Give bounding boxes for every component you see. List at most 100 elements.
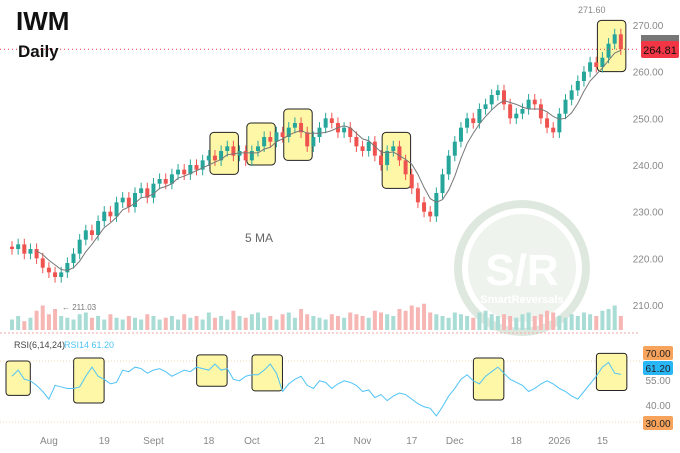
rsi-70-tag [643, 346, 673, 360]
volume-bar [28, 317, 33, 330]
candle-body [292, 123, 297, 128]
volume-bar [237, 316, 242, 330]
volume-bar [428, 312, 433, 330]
volume-bar [299, 309, 304, 330]
candle-body [133, 193, 137, 208]
volume-bar [280, 314, 285, 330]
x-tick-label: 15 [597, 436, 609, 447]
volume-bar [34, 310, 39, 330]
volume-bar [508, 316, 513, 330]
candle-body [126, 197, 131, 208]
ma5-line [36, 49, 622, 272]
candle-body [495, 90, 500, 96]
volume-bar [274, 319, 279, 330]
price-tick-label: 210.00 [633, 301, 664, 312]
x-tick-label: 17 [406, 436, 418, 447]
candle-body [71, 253, 76, 264]
volume-bar [102, 319, 107, 330]
volume-bar [292, 317, 297, 330]
candle-body [89, 230, 94, 236]
candle-body [452, 141, 457, 156]
candle-body [280, 132, 285, 138]
volume-bar [409, 305, 414, 330]
candle-body [59, 272, 64, 278]
volume-bar [231, 310, 236, 330]
rsi-title: RSI(6,14,24) [14, 340, 65, 350]
candle-body [157, 179, 162, 184]
candle-body [299, 123, 304, 133]
volume-bar [194, 316, 199, 330]
candle-body [120, 197, 125, 203]
interval-label: Daily [18, 42, 59, 61]
candle-body [360, 146, 365, 152]
candle-body [600, 57, 605, 68]
candle-body [532, 99, 537, 105]
candle-body [545, 118, 550, 128]
price-tag-top [641, 35, 679, 45]
last-price-tag [641, 41, 679, 58]
candle-body [502, 90, 506, 105]
volume-bar [532, 316, 537, 330]
candle-body [114, 202, 119, 217]
volume-bar [483, 310, 488, 330]
candle-body [563, 99, 568, 114]
volume-bar [219, 316, 224, 330]
candle-body [256, 146, 260, 152]
volume-bar [538, 314, 543, 330]
candle-body [471, 118, 476, 124]
candle-body [243, 151, 248, 161]
candle-body [569, 90, 574, 100]
candle-body [483, 104, 488, 110]
volume-bar [139, 319, 144, 330]
candle-body [354, 137, 359, 147]
volume-bar [120, 319, 125, 330]
volume-bar [526, 312, 531, 330]
candle-body [311, 137, 316, 147]
volume-bar [452, 312, 457, 330]
last-price-label: 264.81 [643, 45, 677, 57]
volume-bar [397, 309, 402, 330]
highlight-box [246, 122, 276, 166]
candle-body [286, 127, 291, 138]
volume-bar [588, 314, 593, 330]
candle-body [212, 155, 217, 161]
candle-body [385, 151, 390, 166]
volume-bar [96, 316, 101, 330]
volume-bar [323, 319, 328, 330]
watermark-logo: S/R [485, 246, 558, 295]
volume-bar [458, 314, 463, 330]
volume-bar [495, 316, 500, 330]
x-tick-label: 21 [314, 436, 326, 447]
candle-body [391, 146, 396, 152]
rsi-highlight-box [251, 354, 283, 392]
volume-bar [16, 316, 21, 330]
candle-body [446, 155, 451, 175]
watermark-ring [454, 200, 590, 336]
volume-bar [77, 314, 82, 330]
candle-body [606, 43, 611, 58]
rsi-highlight-box [196, 354, 228, 387]
volume-bar [569, 314, 574, 330]
volume-bar [286, 312, 291, 330]
x-tick-label: 19 [99, 436, 111, 447]
rsi-highlight-box [73, 357, 105, 404]
candle-body [262, 137, 267, 147]
candle-body [422, 202, 427, 212]
volume-bar [446, 317, 451, 330]
volume-bar [126, 316, 131, 330]
rsi-30-label: 30.00 [645, 419, 670, 430]
candle-body [557, 113, 562, 133]
volume-bar [114, 317, 119, 330]
ma-label: 5 MA [245, 231, 273, 245]
volume-bar [354, 314, 359, 330]
candle-body [194, 165, 199, 170]
volume-bar [65, 317, 70, 330]
volume-bar [163, 317, 168, 330]
rsi-last-label: 61.20 [645, 364, 670, 375]
candle-body [305, 132, 310, 147]
candle-body [612, 34, 617, 44]
candle-body [366, 141, 371, 152]
candle-body [206, 155, 211, 161]
